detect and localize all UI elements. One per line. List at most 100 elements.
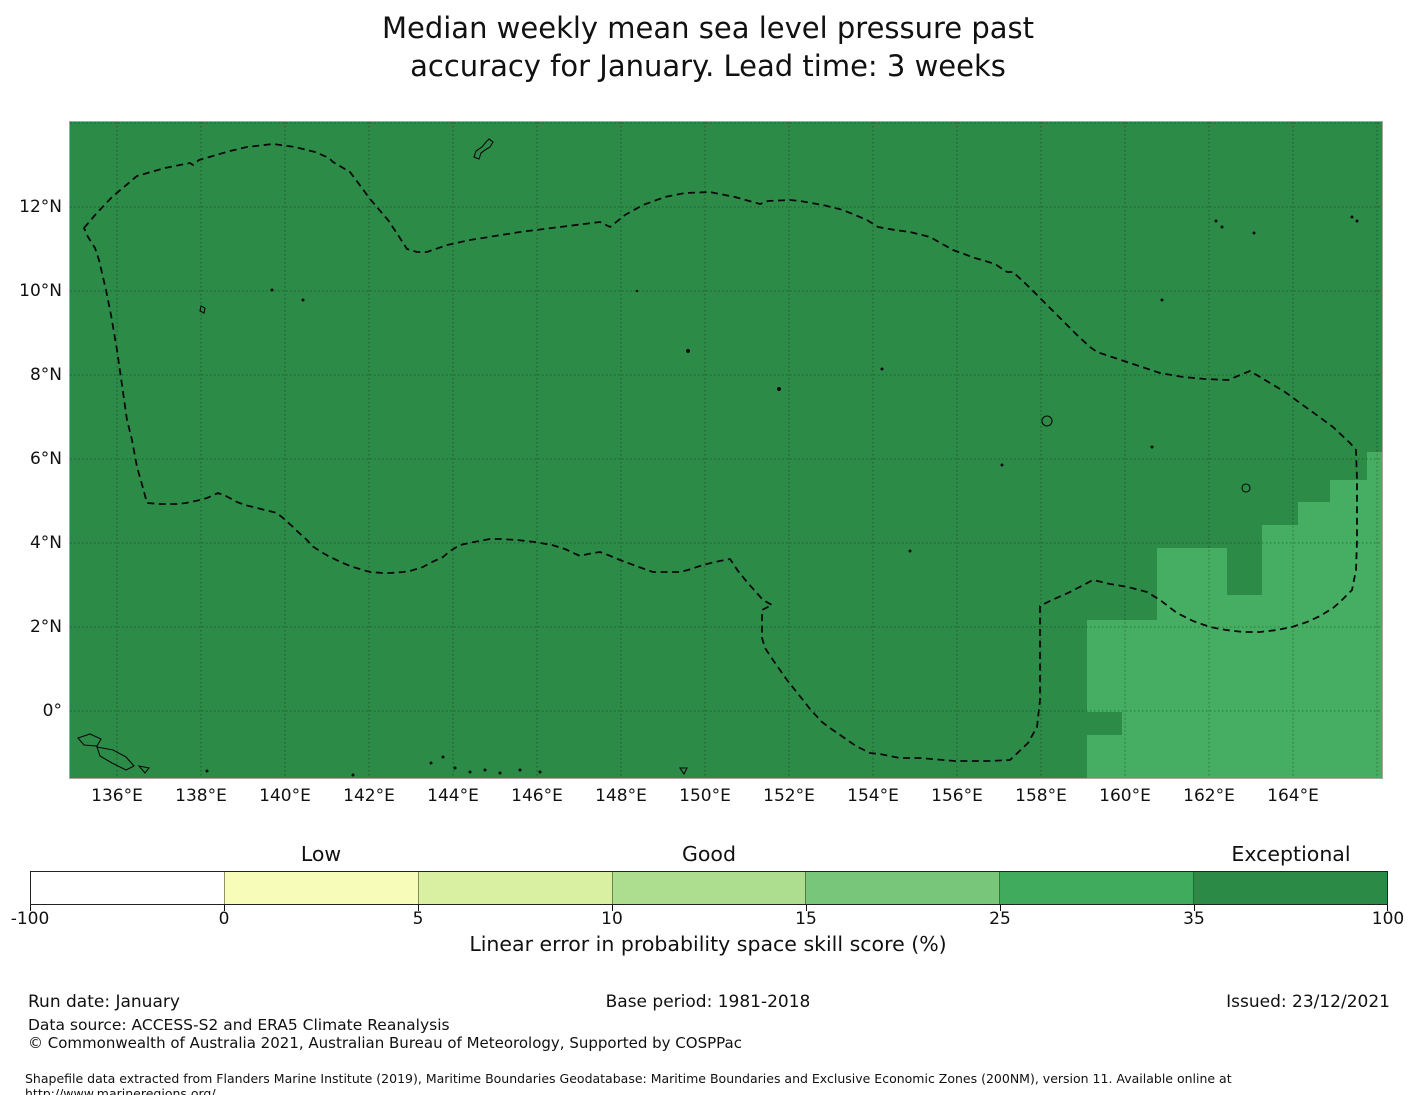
colorbar-category-label: Exceptional: [1231, 842, 1351, 866]
islet-dot: [270, 288, 274, 292]
colorbar-category-label: Good: [682, 842, 736, 866]
island-coastline: [137, 765, 150, 774]
islet-dot: [483, 768, 487, 772]
colorbar-tick-mark: [1000, 905, 1001, 911]
island-coastline: [678, 767, 688, 776]
copyright-text: © Commonwealth of Australia 2021, Austra…: [28, 1034, 742, 1052]
figure-title-line1: Median weekly mean sea level pressure pa…: [381, 11, 1035, 45]
colorbar-segment: [31, 872, 224, 904]
colorbar-tick-label: 10: [601, 909, 623, 929]
colorbar-tick-mark: [612, 905, 613, 911]
x-tick-label: 144°E: [427, 786, 479, 806]
islet-dot: [686, 349, 690, 353]
islet-dot: [538, 770, 542, 774]
x-tick-label: 158°E: [1015, 786, 1067, 806]
run-date-text: Run date: January: [28, 992, 180, 1012]
x-tick-label: 138°E: [175, 786, 227, 806]
x-tick-label: 154°E: [847, 786, 899, 806]
base-period-text: Base period: 1981-2018: [605, 992, 811, 1012]
colorbar-tick-mark: [224, 905, 225, 911]
colorbar-tick-label: 100: [1371, 909, 1405, 929]
y-tick-label: 12°N: [19, 197, 62, 217]
map-canvas: [70, 122, 1382, 778]
islet-dot: [1150, 445, 1154, 449]
colorbar-tick-mark: [806, 905, 807, 911]
skill-patch-25-35: [1298, 502, 1330, 778]
colorbar-segment: [999, 872, 1194, 904]
data-source-text: Data source: ACCESS-S2 and ERA5 Climate …: [28, 1016, 450, 1034]
islet-dot: [453, 766, 457, 770]
skill-patch-25-35: [1227, 595, 1262, 778]
islet-dot: [441, 755, 445, 759]
islet-dot: [351, 773, 355, 777]
y-tick-label: 2°N: [29, 617, 62, 637]
islet-dot: [1355, 219, 1359, 223]
islet-dot: [1220, 225, 1224, 229]
x-tick-label: 146°E: [511, 786, 563, 806]
shapefile-attribution-text: Shapefile data extracted from Flanders M…: [25, 1071, 1232, 1095]
island-coastline: [77, 733, 102, 747]
map-plot-area: [69, 121, 1383, 779]
skill-patch-25-35: [1122, 712, 1157, 735]
islet-dot: [908, 549, 912, 553]
colorbar-segment: [223, 872, 418, 904]
islet-dot: [880, 367, 884, 371]
islet-dot: [301, 298, 305, 302]
colorbar-tick-mark: [418, 905, 419, 911]
colorbar-segment: [611, 872, 806, 904]
y-tick-label: 0°: [42, 701, 62, 721]
figure-title-line2: accuracy for January. Lead time: 3 weeks: [410, 49, 1006, 84]
x-tick-label: 148°E: [595, 786, 647, 806]
islet-dot: [1000, 463, 1004, 467]
colorbar: [30, 871, 1388, 905]
x-tick-label: 152°E: [763, 786, 815, 806]
colorbar-category-label: Low: [300, 842, 342, 866]
islet-dot: [429, 761, 433, 765]
islet-dot: [518, 768, 522, 772]
skill-patch-25-35: [1262, 525, 1298, 778]
island-coastline: [199, 305, 206, 314]
x-tick-label: 136°E: [91, 786, 143, 806]
x-tick-label: 150°E: [679, 786, 731, 806]
island-coastline: [96, 746, 135, 771]
issued-date-text: Issued: 23/12/2021: [1226, 992, 1390, 1012]
island-coastline: [1041, 415, 1053, 427]
skill-patch-25-35: [1087, 620, 1157, 712]
colorbar-tick-label: -100: [10, 909, 50, 929]
colorbar-tick-label: 35: [1183, 909, 1205, 929]
x-tick-label: 160°E: [1099, 786, 1151, 806]
y-tick-label: 10°N: [19, 281, 62, 301]
y-tick-label: 8°N: [29, 365, 62, 385]
island-coastline: [1241, 483, 1251, 493]
figure-title: Median weekly mean sea level pressure pa…: [0, 9, 1416, 86]
island-coastline: [473, 138, 494, 160]
colorbar-tick-mark: [1387, 905, 1388, 911]
islet-dot: [205, 769, 209, 773]
colorbar-tick-mark: [1194, 905, 1195, 911]
colorbar-tick-label: 5: [412, 909, 424, 929]
x-tick-label: 156°E: [931, 786, 983, 806]
colorbar-segment: [1193, 872, 1388, 904]
x-tick-label: 142°E: [343, 786, 395, 806]
islet-dot: [1350, 215, 1354, 219]
x-tick-label: 140°E: [259, 786, 311, 806]
skill-patch-25-35: [1157, 548, 1227, 778]
islet-dot: [1252, 231, 1256, 235]
islet-dot: [777, 387, 781, 391]
y-tick-label: 4°N: [29, 533, 62, 553]
colorbar-tick-mark: [30, 905, 31, 911]
colorbar-axis-label: Linear error in probability space skill …: [469, 932, 947, 956]
islet-dot: [1160, 298, 1164, 302]
colorbar-tick-label: 25: [989, 909, 1011, 929]
islet-dot: [498, 771, 502, 775]
skill-patch-25-35: [1367, 452, 1382, 778]
skill-patch-25-35: [1087, 735, 1157, 778]
colorbar-tick-label: 15: [795, 909, 817, 929]
islet-dot: [1214, 219, 1218, 223]
islet-dot: [468, 770, 472, 774]
colorbar-segment: [417, 872, 612, 904]
y-tick-label: 6°N: [29, 449, 62, 469]
x-tick-label: 164°E: [1267, 786, 1319, 806]
x-tick-label: 162°E: [1183, 786, 1235, 806]
